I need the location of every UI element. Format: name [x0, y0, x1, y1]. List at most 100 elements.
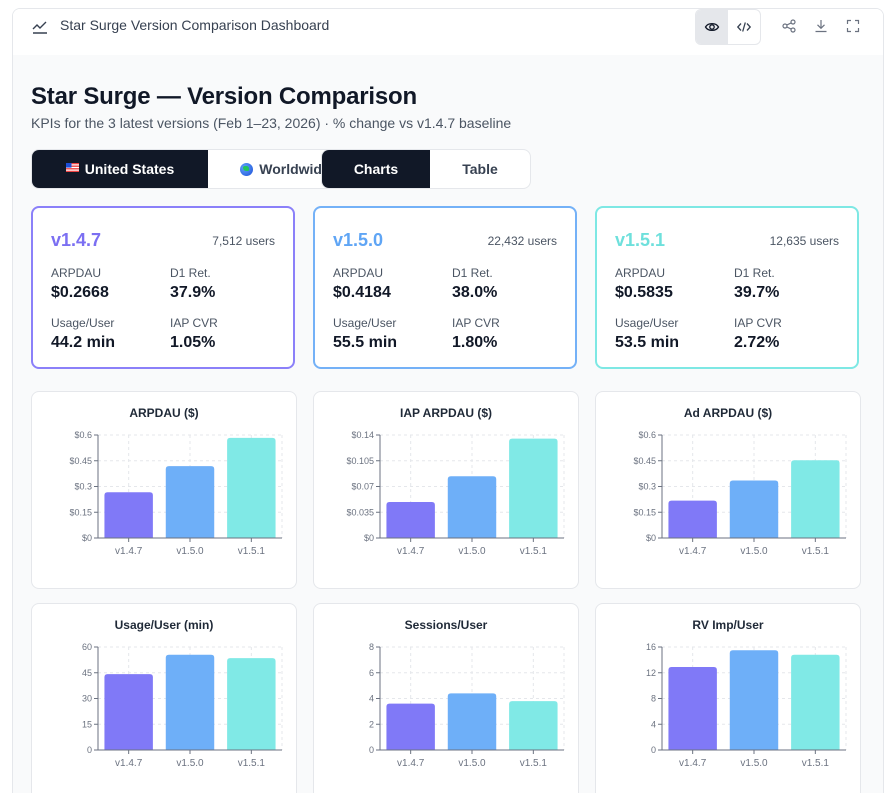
bar-v147	[668, 500, 717, 538]
x-tick-label: v1.5.1	[520, 758, 548, 769]
x-tick-label: v1.5.0	[740, 758, 768, 769]
y-tick-label: $0.14	[351, 430, 374, 440]
view-option-label: Charts	[353, 161, 399, 177]
bar-v150	[165, 466, 215, 538]
x-tick-label: v1.4.7	[115, 546, 143, 557]
share-icon	[782, 19, 796, 33]
eye-icon	[704, 22, 720, 32]
bar-v151	[509, 438, 558, 538]
chart-arpdau: $0 $0.15 $0.3 $0.45 $0.6 v1.4.7 v1.5.0 v1.5.1	[69, 430, 283, 557]
window-title: Star Surge Version Comparison Dashboard	[60, 17, 330, 33]
y-tick-label: 0	[651, 745, 656, 755]
trend-icon	[32, 21, 47, 34]
bar-v150	[729, 480, 779, 538]
x-tick-label: v1.5.1	[802, 546, 830, 557]
kpi-value: 53.5 min	[615, 334, 680, 351]
kpi-label: ARPDAU	[333, 266, 384, 280]
region-option-worldwide[interactable]: Worldwide	[208, 150, 362, 188]
bar-v150	[729, 650, 779, 750]
version-card: v1.5.0 22,432 users ARPDAU $0.4184 D1 Re…	[313, 206, 577, 369]
y-tick-label: 45	[82, 668, 92, 678]
download-icon	[815, 20, 827, 33]
version-label: v1.5.0	[333, 230, 384, 250]
view-option-label: Table	[462, 161, 498, 177]
globe-icon	[240, 162, 254, 176]
kpi-value: 37.9%	[170, 284, 216, 301]
fullscreen-icon	[846, 19, 860, 33]
y-tick-label: 15	[82, 719, 92, 729]
y-tick-label: $0.45	[69, 456, 92, 466]
version-label: v1.4.7	[51, 230, 102, 250]
kpi-value: 1.80%	[452, 334, 498, 351]
user-count: 22,432 users	[487, 234, 557, 248]
download-button[interactable]	[807, 9, 835, 43]
y-tick-label: $0.105	[346, 456, 374, 466]
bar-v147	[386, 501, 435, 538]
bar-v151	[509, 701, 558, 750]
bar-v147	[104, 674, 153, 750]
bar-v150	[447, 693, 497, 750]
view-option-table[interactable]: Table	[430, 150, 530, 188]
y-tick-label: $0.3	[74, 482, 92, 492]
x-tick-label: v1.4.7	[115, 758, 143, 769]
chart-ad-arpdau: $0 $0.15 $0.3 $0.45 $0.6 v1.4.7 v1.5.0 v1.5.1	[633, 430, 847, 557]
dashboard-content: Star Surge — Version Comparison KPIs for…	[13, 55, 883, 793]
user-count: 12,635 users	[769, 234, 839, 248]
chart-panel: Ad ARPDAU ($) $0 $0.15 $0.3 $0.45 $0.6 v1.4.7…	[595, 391, 861, 589]
title-bar: Star Surge Version Comparison Dashboard	[13, 9, 883, 55]
y-tick-label: 8	[651, 694, 656, 704]
kpi-label: D1 Ret.	[734, 266, 775, 280]
kpi-value: 39.7%	[734, 284, 780, 301]
y-tick-label: 12	[646, 668, 656, 678]
kpi-value: $0.2668	[51, 284, 109, 301]
view-option-charts[interactable]: Charts	[322, 150, 430, 188]
kpi-label: IAP CVR	[170, 316, 218, 330]
y-tick-label: 2	[369, 719, 374, 729]
kpi-value: $0.4184	[333, 284, 391, 301]
y-tick-label: 30	[82, 694, 92, 704]
y-tick-label: $0.07	[351, 482, 374, 492]
y-tick-label: $0.15	[633, 507, 656, 517]
x-tick-label: v1.5.0	[176, 758, 204, 769]
chart-panel: ARPDAU ($) $0 $0.15 $0.3 $0.45 $0.6 v1.4.7 v1.…	[31, 391, 297, 589]
y-tick-label: $0.6	[638, 430, 656, 440]
kpi-label: Usage/User	[333, 316, 397, 330]
x-tick-label: v1.5.1	[802, 758, 830, 769]
user-count: 7,512 users	[212, 234, 275, 248]
region-toggle: United States Worldwide	[31, 149, 363, 189]
kpi-value: 1.05%	[170, 334, 216, 351]
x-tick-label: v1.5.1	[238, 758, 266, 769]
y-tick-label: 60	[82, 642, 92, 652]
preview-button[interactable]	[696, 10, 728, 44]
version-card: v1.4.7 7,512 users ARPDAU $0.2668 D1 Ret…	[31, 206, 295, 369]
kpi-value: 44.2 min	[51, 334, 116, 351]
page-title: Star Surge — Version Comparison	[31, 83, 417, 110]
region-option-label: Worldwide	[259, 161, 330, 177]
view-mode-toggle	[695, 9, 761, 45]
region-option-us[interactable]: United States	[32, 150, 208, 188]
kpi-label: ARPDAU	[51, 266, 102, 280]
x-tick-label: v1.4.7	[679, 758, 707, 769]
x-tick-label: v1.4.7	[679, 546, 707, 557]
code-button[interactable]	[728, 10, 760, 44]
kpi-value: 38.0%	[452, 284, 498, 301]
chart-title: Sessions/User	[404, 618, 488, 632]
x-tick-label: v1.5.0	[458, 758, 486, 769]
y-tick-label: $0	[82, 533, 92, 543]
page-subtitle: KPIs for the 3 latest versions (Feb 1–23…	[31, 115, 512, 131]
chart-title: ARPDAU ($)	[129, 406, 199, 420]
share-button[interactable]	[775, 9, 803, 43]
dashboard-window: Star Surge Version Comparison Dashboard	[12, 8, 884, 793]
y-tick-label: 4	[369, 694, 374, 704]
bar-v150	[447, 476, 497, 538]
chart-title: RV Imp/User	[692, 618, 764, 632]
chart-rv-imp-per-user: 0 4 8 12 16 v1.4.7 v1.5.0 v1.5.1	[646, 642, 847, 769]
bar-v147	[386, 703, 435, 750]
bar-v151	[227, 437, 276, 538]
y-tick-label: 6	[369, 668, 374, 678]
view-toggle: Charts Table	[321, 149, 531, 189]
y-tick-label: 0	[369, 745, 374, 755]
x-tick-label: v1.5.1	[520, 546, 548, 557]
fullscreen-button[interactable]	[839, 9, 867, 43]
x-tick-label: v1.5.0	[458, 546, 486, 557]
